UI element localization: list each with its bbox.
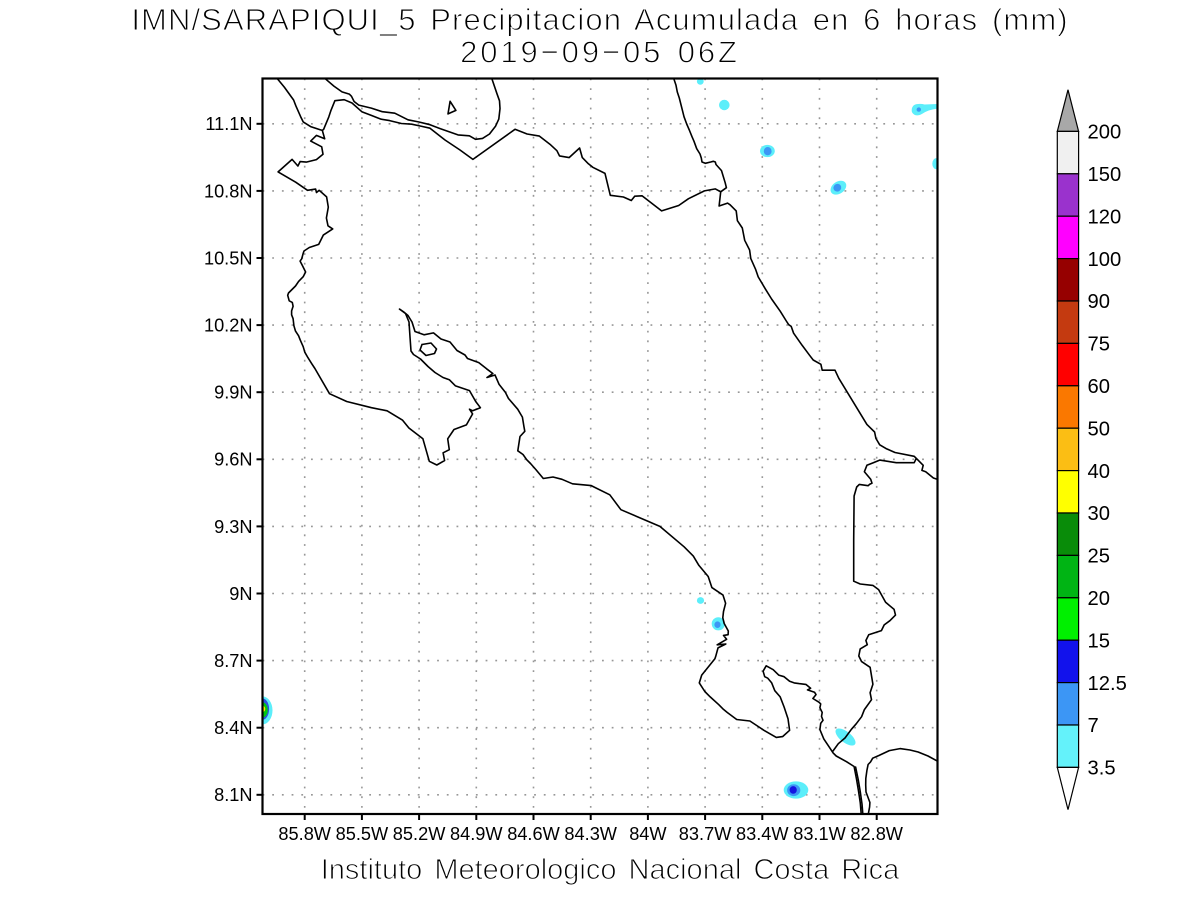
svg-text:50: 50 <box>1088 418 1110 440</box>
svg-text:84.9W: 84.9W <box>450 824 503 844</box>
svg-text:84.6W: 84.6W <box>507 824 560 844</box>
svg-text:8.1N: 8.1N <box>214 785 252 805</box>
svg-text:8.7N: 8.7N <box>214 651 252 671</box>
svg-text:9.3N: 9.3N <box>214 517 252 537</box>
svg-text:150: 150 <box>1088 164 1122 186</box>
svg-text:11.1N: 11.1N <box>205 114 252 134</box>
svg-text:82.8W: 82.8W <box>850 824 903 844</box>
svg-text:9.9N: 9.9N <box>214 383 252 403</box>
svg-text:Instituto Meteorologico Nacion: Instituto Meteorologico Nacional Costa R… <box>321 854 900 886</box>
svg-text:83.7W: 83.7W <box>679 824 732 844</box>
svg-text:83.4W: 83.4W <box>736 824 789 844</box>
svg-text:10.5N: 10.5N <box>204 248 253 268</box>
svg-text:2019−09−05 06Z: 2019−09−05 06Z <box>460 35 740 70</box>
svg-text:90: 90 <box>1088 291 1110 313</box>
svg-text:9.6N: 9.6N <box>214 450 252 470</box>
svg-text:10.2N: 10.2N <box>204 316 253 336</box>
svg-text:12.5: 12.5 <box>1088 673 1127 695</box>
svg-text:30: 30 <box>1088 503 1110 525</box>
svg-text:85.8W: 85.8W <box>278 824 331 844</box>
svg-text:120: 120 <box>1088 206 1122 228</box>
svg-text:40: 40 <box>1088 461 1110 483</box>
svg-text:7: 7 <box>1088 715 1099 737</box>
svg-text:85.2W: 85.2W <box>393 824 446 844</box>
svg-text:25: 25 <box>1088 546 1110 568</box>
svg-text:3.5: 3.5 <box>1088 758 1116 780</box>
svg-text:200: 200 <box>1088 122 1122 144</box>
svg-text:IMN/SARAPIQUI_5 Precipitacion: IMN/SARAPIQUI_5 Precipitacion Acumulada … <box>131 2 1068 37</box>
svg-text:10.8N: 10.8N <box>204 181 253 201</box>
svg-text:20: 20 <box>1088 588 1110 610</box>
svg-text:100: 100 <box>1088 249 1122 271</box>
svg-text:15: 15 <box>1088 630 1110 652</box>
svg-text:8.4N: 8.4N <box>214 718 252 738</box>
svg-text:9N: 9N <box>229 584 252 604</box>
svg-text:84W: 84W <box>629 824 667 844</box>
svg-text:83.1W: 83.1W <box>793 824 846 844</box>
svg-text:85.5W: 85.5W <box>336 824 389 844</box>
svg-text:84.3W: 84.3W <box>564 824 617 844</box>
svg-text:75: 75 <box>1088 334 1110 356</box>
svg-text:60: 60 <box>1088 376 1110 398</box>
